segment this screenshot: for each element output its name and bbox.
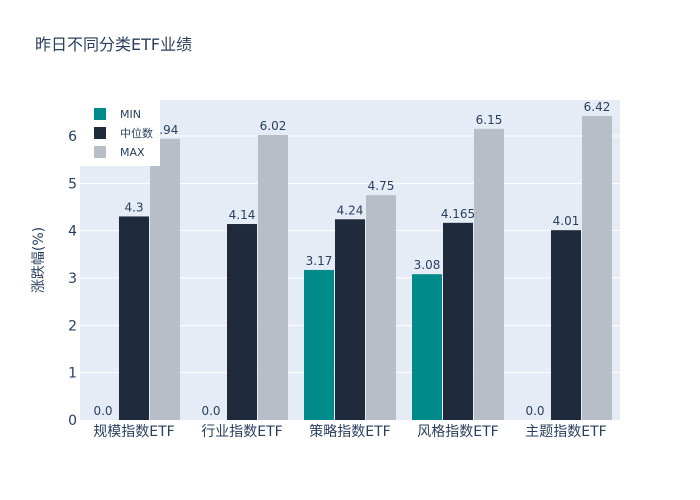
data-label: 4.3 [124,200,143,214]
bar[interactable] [227,224,257,420]
y-tick-label: 2 [68,318,77,334]
data-label: 4.01 [553,214,580,228]
data-label: 4.24 [337,203,364,217]
data-label: 0.0 [525,404,544,418]
x-axis-ticks: 规模指数ETF 行业指数ETF 策略指数ETF 风格指数ETF 主题指数ETF [93,423,606,440]
bar[interactable] [474,128,504,420]
legend-swatch[interactable] [94,127,106,139]
legend-swatch[interactable] [94,108,106,120]
y-tick-label: 6 [68,129,77,145]
bar[interactable] [551,230,581,420]
data-label: 4.75 [368,179,395,193]
x-tick-label: 主题指数ETF [525,424,606,440]
bar[interactable] [119,216,149,420]
legend-swatch[interactable] [94,146,106,158]
data-label: 6.02 [260,119,287,133]
bar[interactable] [304,269,334,420]
y-tick-label: 3 [68,271,77,287]
data-label: 0.0 [93,404,112,418]
bar[interactable] [150,138,180,420]
bars: 0.04.35.940.04.146.023.174.244.753.084.1… [93,100,612,421]
x-tick-label: 行业指数ETF [201,424,282,440]
data-label: 4.14 [229,208,256,222]
bar[interactable] [443,222,473,420]
data-label: 3.17 [306,254,333,268]
legend-label[interactable]: MIN [120,108,141,121]
x-tick-label: 策略指数ETF [309,423,390,440]
y-tick-label: 4 [68,224,77,240]
data-label: 0.0 [201,404,220,418]
x-tick-label: 规模指数ETF [93,424,174,440]
bar[interactable] [582,116,612,421]
bar[interactable] [335,219,365,420]
bar[interactable] [258,135,288,420]
y-axis-label: 涨跌幅(%) [31,227,47,293]
data-label: 4.165 [441,207,475,221]
legend[interactable]: MIN 中位数 MAX [80,100,160,166]
x-tick-label: 风格指数ETF [417,424,498,440]
data-label: 6.42 [584,100,611,114]
y-axis-ticks: 0 1 2 3 4 5 6 [68,129,77,429]
legend-box [80,100,160,166]
chart-title: 昨日不同分类ETF业绩 [35,35,192,54]
y-tick-label: 1 [68,366,77,382]
y-tick-label: 0 [68,413,77,429]
legend-label[interactable]: 中位数 [120,126,153,140]
y-tick-label: 5 [68,176,77,192]
bar[interactable] [412,274,442,420]
data-label: 6.15 [476,113,503,127]
bar[interactable] [366,195,396,420]
legend-label[interactable]: MAX [120,146,145,159]
data-label: 3.08 [414,258,441,272]
